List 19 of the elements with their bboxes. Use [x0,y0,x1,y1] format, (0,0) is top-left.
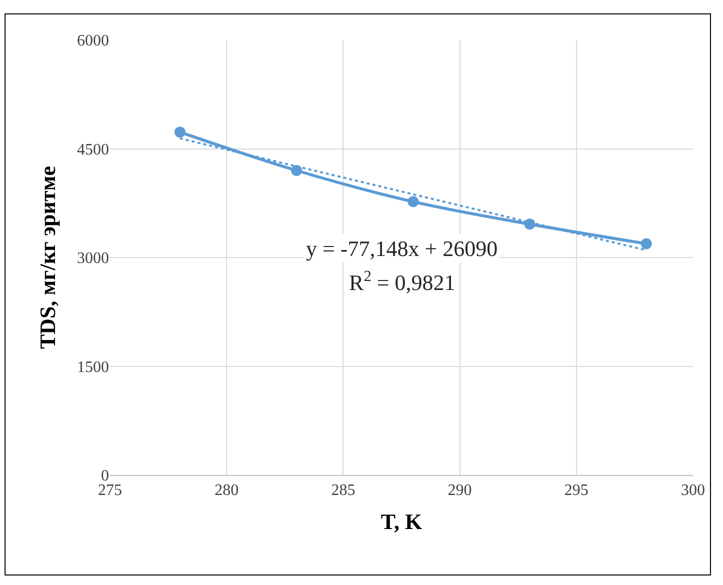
y-tick-label: 6000 [77,32,109,50]
annotation: y = -77,148x + 26090 [306,236,498,261]
y-tick-label: 1500 [77,358,109,376]
y-tick-label: 4500 [77,141,109,158]
x-tick-label: 290 [448,482,472,500]
point [174,126,186,138]
x-tick-label: 280 [214,482,239,500]
point [640,238,652,250]
x-axis-title: T, K [380,509,422,534]
y-tick-label: 3000 [77,250,109,268]
x-tick-label: 275 [98,482,122,500]
y-axis-title: TDS, мг/кг эритме [34,166,60,350]
annotation: R$^{2}$ = 0,9821 [349,268,456,296]
point [408,196,419,208]
x-tick-label: 285 [331,482,356,500]
y-tick-label: 0 [101,468,109,485]
x-tick-label: 300 [681,482,705,500]
x-tick-label: 295 [564,482,588,500]
point [291,165,302,176]
